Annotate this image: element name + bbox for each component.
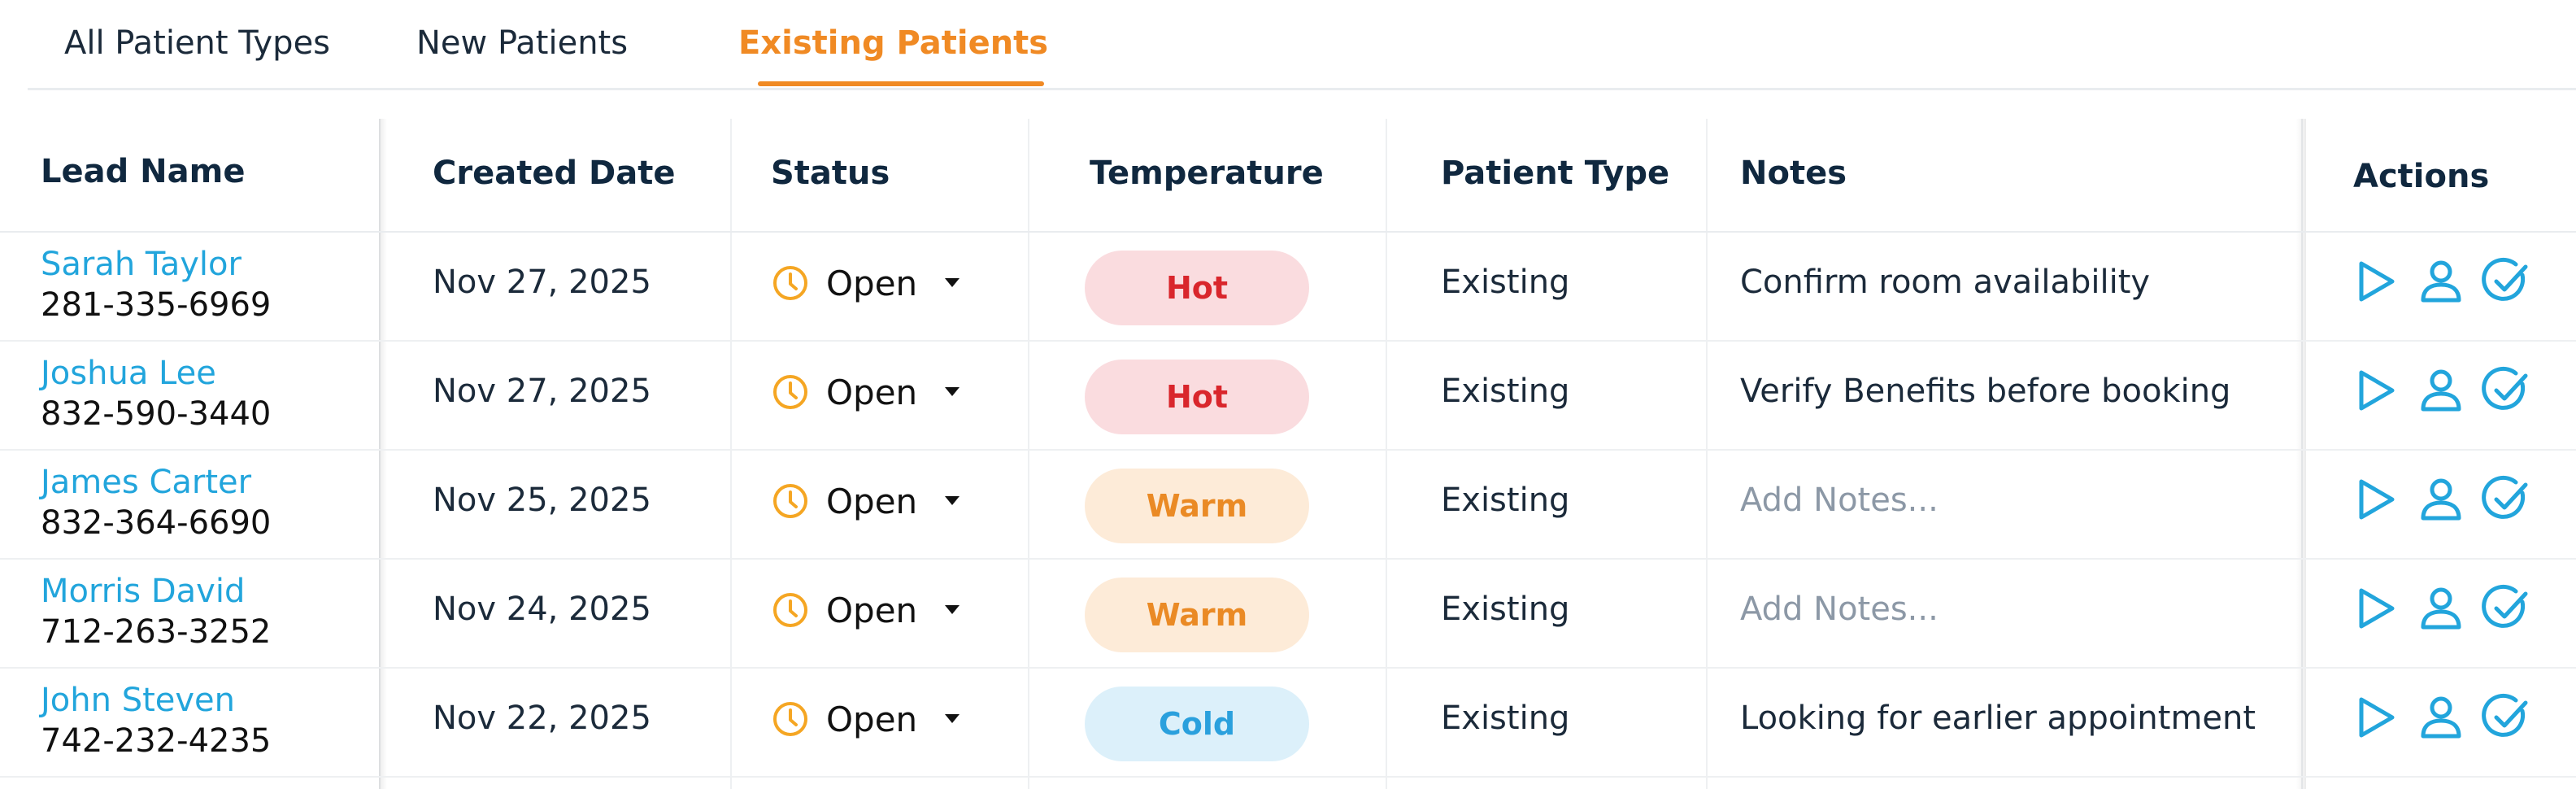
notes-field[interactable]: Add Notes...: [1740, 482, 1939, 519]
caret-down-icon: [945, 278, 959, 287]
notes-field[interactable]: Confirm room availability: [1740, 264, 2151, 301]
column-divider: [1028, 119, 1029, 789]
lead-name-link[interactable]: Joshua Lee: [41, 355, 216, 392]
play-icon[interactable]: [2350, 364, 2402, 416]
header-created-date[interactable]: Created Date: [433, 155, 676, 192]
user-icon[interactable]: [2415, 255, 2467, 307]
row-actions: [2350, 582, 2553, 647]
patient-type: Existing: [1441, 264, 1570, 301]
patient-type: Existing: [1441, 591, 1570, 628]
header-notes[interactable]: Notes: [1740, 155, 1847, 192]
status-value: Open: [826, 373, 918, 412]
patient-type: Existing: [1441, 482, 1570, 519]
patient-type: Existing: [1441, 373, 1570, 410]
user-icon[interactable]: [2415, 473, 2467, 525]
notes-field[interactable]: Add Notes...: [1740, 591, 1939, 628]
created-date: Nov 25, 2025: [433, 482, 651, 519]
lead-phone: 712-263-3252: [41, 613, 272, 651]
created-date: Nov 22, 2025: [433, 700, 651, 737]
play-icon[interactable]: [2350, 255, 2402, 307]
column-divider: [2301, 119, 2303, 789]
lead-phone: 281-335-6969: [41, 286, 272, 324]
temperature-badge: Warm: [1085, 469, 1309, 543]
status-dropdown[interactable]: Open: [771, 369, 966, 418]
temperature-badge: Warm: [1085, 578, 1309, 652]
lead-phone: 742-232-4235: [41, 722, 272, 760]
column-divider: [1386, 119, 1387, 789]
status-dropdown[interactable]: Open: [771, 478, 966, 527]
check-circle-icon[interactable]: [2480, 255, 2532, 307]
table-row: Joshua Lee 832-590-3440 Nov 27, 2025 Open Ho…: [0, 340, 2576, 451]
caret-down-icon: [945, 496, 959, 505]
temperature-badge: Cold: [1085, 687, 1309, 761]
table-header: Lead Name Created Date Status Temperatur…: [0, 119, 2576, 233]
lead-phone: 832-364-6690: [41, 504, 272, 542]
clock-icon: [773, 375, 807, 409]
tab-existing-patients[interactable]: Existing Patients: [738, 24, 1049, 62]
lead-name-link[interactable]: James Carter: [41, 464, 252, 501]
clock-icon: [773, 593, 807, 627]
active-tab-indicator: [758, 81, 1044, 86]
play-icon[interactable]: [2350, 582, 2402, 634]
notes-field[interactable]: Verify Benefits before booking: [1740, 373, 2231, 410]
play-icon[interactable]: [2350, 473, 2402, 525]
header-actions: Actions: [2353, 158, 2490, 195]
header-temperature[interactable]: Temperature: [1090, 155, 1324, 192]
row-actions: [2350, 364, 2553, 429]
patient-type-tabs: All Patient Types New Patients Existing …: [28, 0, 2576, 90]
check-circle-icon[interactable]: [2480, 582, 2532, 634]
caret-down-icon: [945, 714, 959, 723]
tab-new-patients[interactable]: New Patients: [416, 24, 629, 62]
sticky-column-shadow: [2296, 119, 2306, 789]
temperature-badge: Hot: [1085, 360, 1309, 434]
status-dropdown[interactable]: Open: [771, 260, 966, 309]
temperature-badge: Hot: [1085, 251, 1309, 325]
status-dropdown[interactable]: Open: [771, 696, 966, 745]
header-status[interactable]: Status: [771, 155, 890, 192]
user-icon[interactable]: [2415, 364, 2467, 416]
status-value: Open: [826, 482, 918, 521]
created-date: Nov 27, 2025: [433, 373, 651, 410]
table-row: Sarah Taylor 281-335-6969 Nov 27, 2025 Open…: [0, 231, 2576, 342]
status-value: Open: [826, 591, 918, 630]
column-divider: [379, 119, 381, 789]
clock-icon: [773, 266, 807, 300]
notes-field[interactable]: Looking for earlier appointment: [1740, 700, 2256, 737]
table-row: Morris David 712-263-3252 Nov 24, 2025 Open…: [0, 558, 2576, 669]
row-actions: [2350, 691, 2553, 756]
table-row: John Steven 742-232-4235 Nov 22, 2025 Open C…: [0, 667, 2576, 778]
check-circle-icon[interactable]: [2480, 473, 2532, 525]
status-dropdown[interactable]: Open: [771, 587, 966, 636]
created-date: Nov 24, 2025: [433, 591, 651, 628]
row-actions: [2350, 255, 2553, 320]
created-date: Nov 27, 2025: [433, 264, 651, 301]
user-icon[interactable]: [2415, 582, 2467, 634]
header-patient-type[interactable]: Patient Type: [1441, 155, 1670, 192]
clock-icon: [773, 702, 807, 736]
lead-name-link[interactable]: John Steven: [41, 682, 236, 719]
lead-name-link[interactable]: Morris David: [41, 573, 246, 610]
check-circle-icon[interactable]: [2480, 364, 2532, 416]
column-divider: [730, 119, 732, 789]
header-lead-name[interactable]: Lead Name: [41, 153, 246, 190]
leads-table: Lead Name Created Date Status Temperatur…: [0, 119, 2576, 789]
check-circle-icon[interactable]: [2480, 691, 2532, 743]
lead-name-link[interactable]: Sarah Taylor: [41, 246, 242, 283]
column-divider: [1706, 119, 1708, 789]
status-value: Open: [826, 264, 918, 303]
lead-phone: 832-590-3440: [41, 395, 272, 433]
row-actions: [2350, 473, 2553, 538]
status-value: Open: [826, 700, 918, 739]
patient-type: Existing: [1441, 700, 1570, 737]
table-row: James Carter 832-364-6690 Nov 25, 2025 Open…: [0, 449, 2576, 560]
tab-all-patient-types[interactable]: All Patient Types: [64, 24, 331, 62]
play-icon[interactable]: [2350, 691, 2402, 743]
caret-down-icon: [945, 605, 959, 614]
sticky-column-shadow: [379, 119, 387, 789]
caret-down-icon: [945, 387, 959, 396]
clock-icon: [773, 484, 807, 518]
user-icon[interactable]: [2415, 691, 2467, 743]
